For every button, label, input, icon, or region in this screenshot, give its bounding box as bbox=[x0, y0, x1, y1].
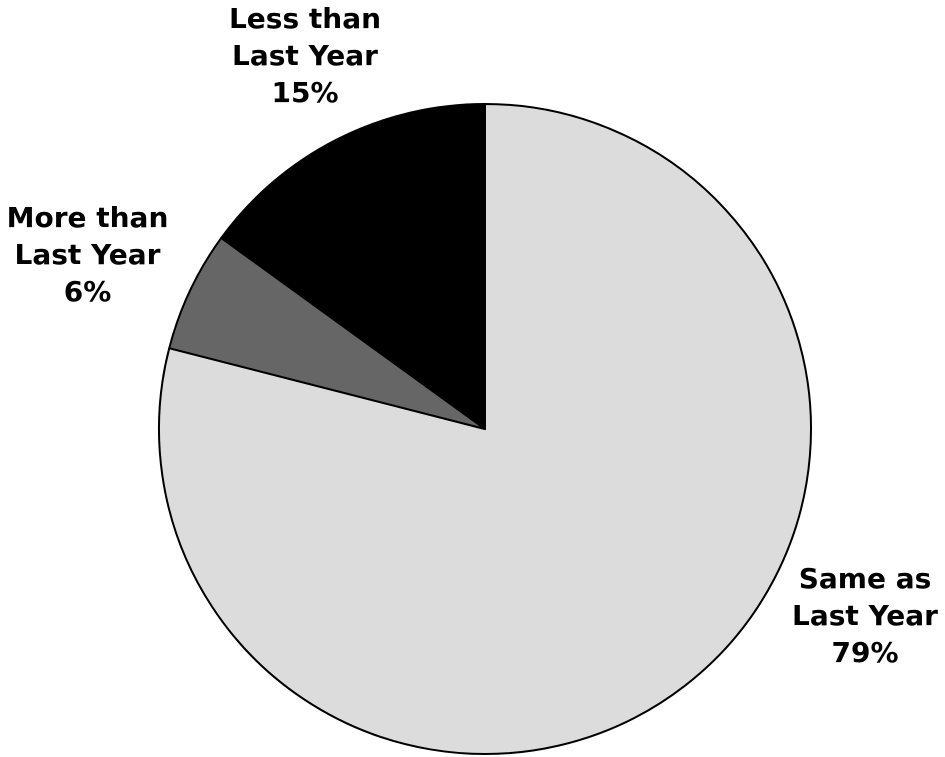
slice-label-more-than-last-year: More than Last Year 6% bbox=[0, 199, 175, 310]
slice-label-line: Same as bbox=[798, 562, 932, 595]
slice-label-line: Last Year bbox=[14, 238, 161, 271]
pie-slice-more-than-last-year bbox=[168, 236, 486, 430]
slice-label-line: Less than bbox=[228, 2, 382, 35]
slice-label-line: Last Year bbox=[232, 39, 378, 72]
slice-label-less-than-last-year: Less than Last Year 15% bbox=[215, 0, 395, 111]
slice-label-line: Last Year bbox=[792, 599, 938, 632]
slice-value-label: 79% bbox=[831, 636, 899, 669]
slice-label-same-as-last-year: Same as Last Year 79% bbox=[775, 560, 945, 671]
slice-label-line: More than bbox=[6, 201, 169, 234]
slice-value-label: 15% bbox=[271, 76, 339, 109]
pie-slice-less-than-last-year bbox=[220, 103, 486, 430]
slice-value-label: 6% bbox=[63, 275, 112, 308]
